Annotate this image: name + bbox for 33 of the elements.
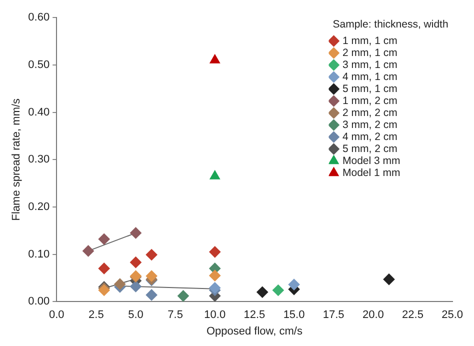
x-axis-title: Opposed flow, cm/s xyxy=(206,325,303,338)
x-tick-label: 22.5 xyxy=(402,309,424,322)
y-axis-title: Flame spread rate, mm/s xyxy=(10,98,23,221)
x-tick-label: 10.0 xyxy=(204,309,226,322)
legend-label: 3 mm, 2 cm xyxy=(342,118,398,131)
legend-label: Model 3 mm xyxy=(342,154,401,167)
x-tick-label: 20.0 xyxy=(362,309,384,322)
y-tick-label: 0.00 xyxy=(28,296,50,308)
x-tick-label: 2.5 xyxy=(88,309,104,322)
x-tick-label: 15.0 xyxy=(283,309,305,322)
x-tick-label: 0.0 xyxy=(48,309,64,322)
y-tick-label: 0.20 xyxy=(28,200,50,213)
legend-label: 3 mm, 1 cm xyxy=(342,58,398,71)
legend-label: 2 mm, 2 cm xyxy=(342,106,398,119)
legend-title: Sample: thickness, width xyxy=(332,18,448,31)
legend-label: 4 mm, 2 cm xyxy=(342,130,398,143)
y-tick-label: 0.60 xyxy=(28,12,50,24)
y-tick-label: 0.50 xyxy=(28,58,50,71)
legend-label: 1 mm, 1 cm xyxy=(342,34,398,47)
legend-label: 2 mm, 1 cm xyxy=(342,46,398,59)
legend-label: 5 mm, 1 cm xyxy=(342,82,398,95)
x-tick-label: 17.5 xyxy=(322,309,344,322)
legend-label: 5 mm, 2 cm xyxy=(342,142,398,155)
x-tick-label: 5.0 xyxy=(128,309,144,322)
x-tick-label: 12.5 xyxy=(244,309,266,322)
legend-label: 4 mm, 1 cm xyxy=(342,70,398,83)
legend-label: 1 mm, 2 cm xyxy=(342,94,398,107)
x-tick-label: 7.5 xyxy=(168,309,183,322)
y-tick-label: 0.30 xyxy=(28,154,50,166)
y-tick-label: 0.40 xyxy=(28,106,50,118)
x-tick-label: 25.0 xyxy=(442,309,464,322)
y-tick-label: 0.10 xyxy=(28,248,50,260)
legend-label: Model 1 mm xyxy=(342,166,401,179)
